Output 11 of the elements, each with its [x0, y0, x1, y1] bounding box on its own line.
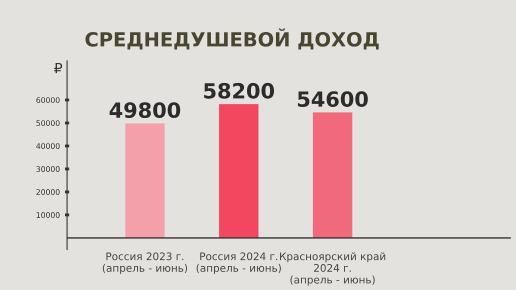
bar [312, 112, 352, 238]
x-tick-label: Россия 2024 г. (апрель - июнь) [196, 252, 281, 274]
data-label: 54600 [298, 91, 368, 107]
chart-title: СРЕДНЕДУШЕВОЙ ДОХОД [85, 28, 379, 50]
bar [125, 123, 165, 238]
bar [219, 104, 258, 238]
data-label: 58200 [204, 82, 274, 99]
y-axis-title: ₽ [54, 62, 62, 74]
x-tick-label: Красноярский край 2024 г. (апрель - июнь) [280, 252, 386, 286]
x-tick-label: Россия 2023 г. (апрель - июнь) [102, 252, 188, 274]
data-label: 49800 [110, 102, 180, 118]
